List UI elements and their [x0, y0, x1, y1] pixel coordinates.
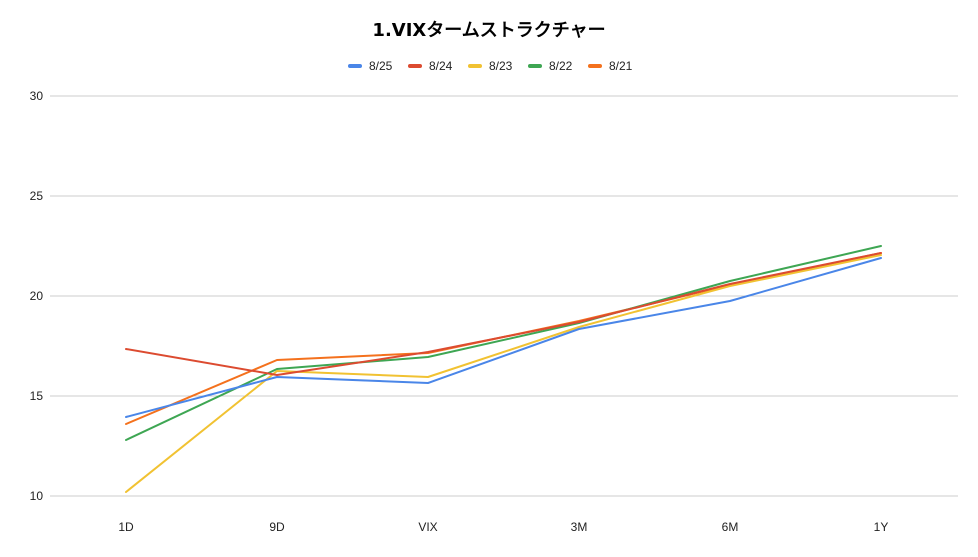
- series-line-8-25: [125, 257, 882, 418]
- y-axis-ticks: 10 15 20 25 30: [30, 89, 44, 503]
- y-tick-label: 20: [30, 289, 44, 303]
- gridlines: [50, 95, 958, 497]
- legend-label: 8/21: [609, 59, 633, 73]
- y-tick-label: 25: [30, 189, 44, 203]
- legend-label: 8/23: [489, 59, 513, 73]
- chart-title: 1.VIXタームストラクチャー: [372, 20, 605, 41]
- legend-label: 8/25: [369, 59, 393, 73]
- series-lines: [125, 245, 882, 493]
- y-tick-label: 15: [30, 389, 44, 403]
- series-line-8-24: [125, 252, 882, 376]
- x-tick-label: 6M: [722, 520, 739, 534]
- chart-legend: 8/25 8/24 8/23 8/22 8/21: [348, 59, 633, 73]
- x-tick-label: 9D: [269, 520, 285, 534]
- x-tick-label: 1D: [118, 520, 134, 534]
- legend-label: 8/24: [429, 59, 453, 73]
- legend-label: 8/22: [549, 59, 573, 73]
- x-tick-label: VIX: [418, 520, 437, 534]
- x-tick-label: 3M: [571, 520, 588, 534]
- x-axis-ticks: 1D 9D VIX 3M 6M 1Y: [118, 520, 888, 534]
- y-tick-label: 30: [30, 89, 44, 103]
- x-tick-label: 1Y: [874, 520, 889, 534]
- series-line-8-22: [125, 245, 882, 441]
- series-line-8-23: [125, 254, 882, 493]
- y-tick-label: 10: [30, 489, 44, 503]
